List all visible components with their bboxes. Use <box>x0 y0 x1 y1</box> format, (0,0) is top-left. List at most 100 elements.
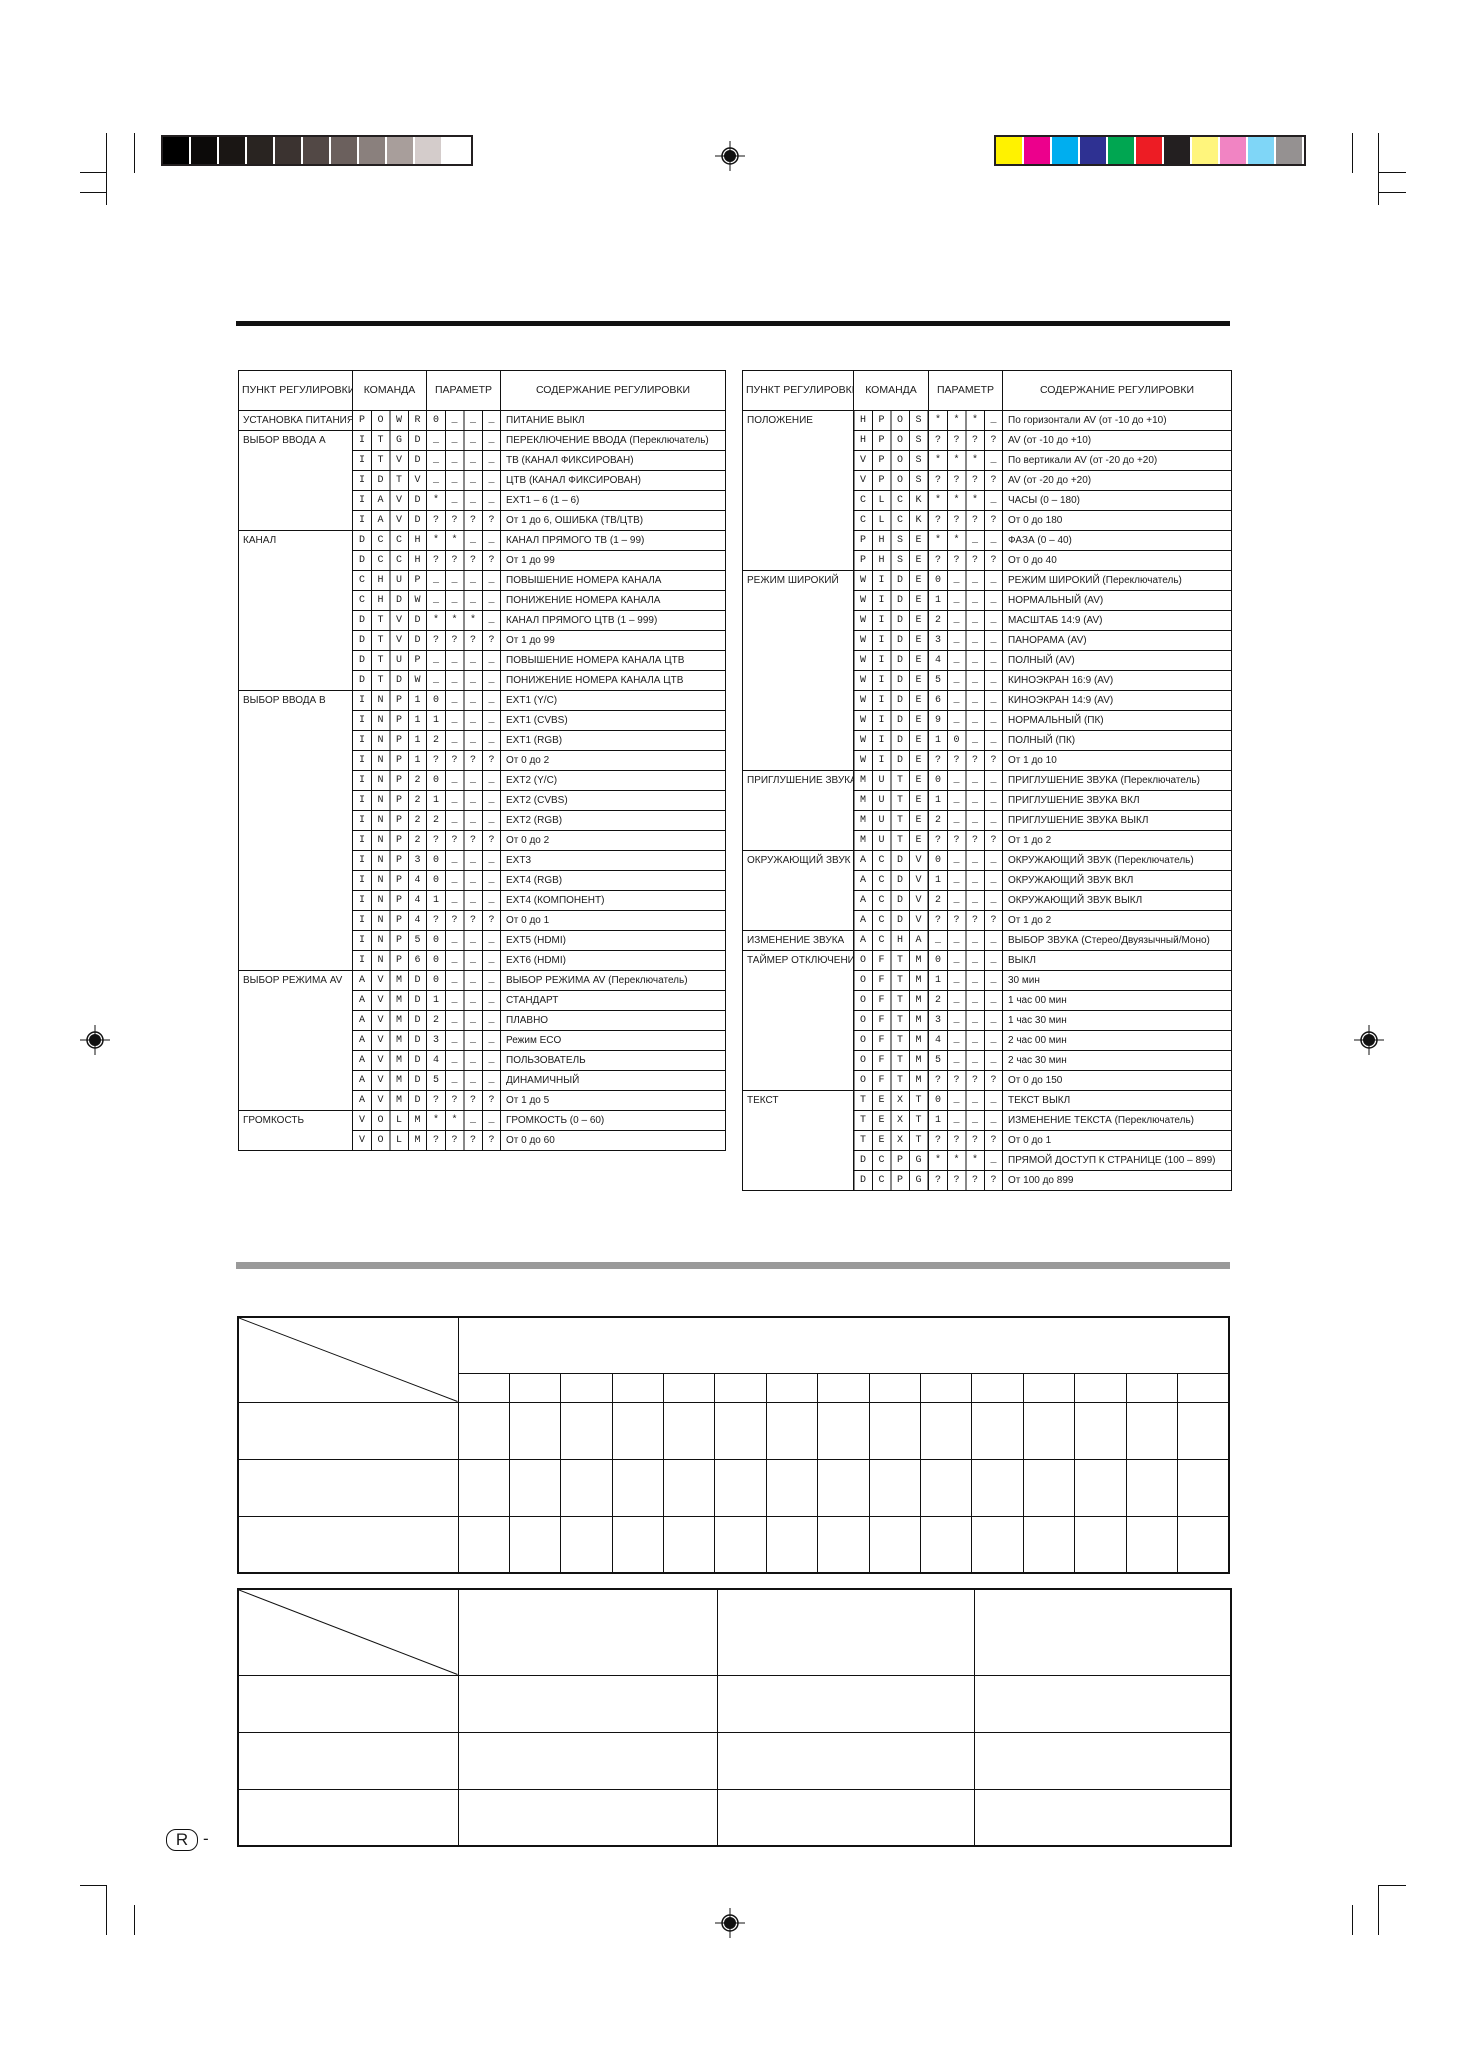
table-row: INP1 1___ EXT1 (CVBS) <box>239 710 726 731</box>
adjustment-content: EXT1 (CVBS) <box>500 710 726 731</box>
grid-cell <box>1022 1372 1076 1403</box>
command-code: ACDV <box>853 870 929 891</box>
adjustment-content: От 1 до 2 <box>1002 910 1232 931</box>
parameter-code: ???? <box>426 1090 501 1111</box>
table-row: ОКРУЖАЮЩИЙ ЗВУК ACDV 0___ ОКРУЖАЮЩИЙ ЗВУК (… <box>742 850 1232 931</box>
adjustment-content: ВЫКЛ <box>1002 950 1232 971</box>
table-row: VPOS???? AV (от -20 до +20) <box>743 470 1232 491</box>
command-code: DTDW <box>352 670 427 691</box>
table-row: OFTM 4___ 2 час 00 мин <box>743 1030 1232 1051</box>
table-row: КАНАЛ DCCH **__ КАНАЛ ПРЯМОГО ТВ (1 – 99) <box>238 530 726 691</box>
command-code: CLCK <box>853 490 929 511</box>
parameter-code: 1___ <box>928 870 1003 891</box>
grayscale-swatch <box>163 137 189 164</box>
grid-cell <box>1176 1515 1230 1574</box>
adjustment-content: От 0 до 40 <box>1002 550 1232 571</box>
adjustment-content: ОКРУЖАЮЩИЙ ЗВУК ВКЛ <box>1002 870 1232 891</box>
grid-cell <box>1022 1515 1076 1574</box>
color-swatch <box>1080 137 1106 164</box>
grid-row <box>237 1401 1230 1460</box>
adjustment-content: EXT6 (HDMI) <box>500 950 726 971</box>
grid-cell <box>237 1731 459 1790</box>
parameter-code: ***_ <box>426 610 501 631</box>
command-code: HPOS <box>853 410 929 431</box>
grid-cell <box>765 1401 819 1460</box>
adjustment-content: EXT2 (CVBS) <box>500 790 726 811</box>
parameter-code: 0___ <box>928 950 1003 971</box>
grid-cell <box>817 1401 870 1460</box>
command-code: DTUP <box>352 650 427 671</box>
parameter-code: ____ <box>426 570 501 591</box>
grid-cell <box>237 1515 459 1574</box>
command-code: MUTE <box>853 770 929 791</box>
grid-cell <box>716 1674 975 1733</box>
grid-cell <box>1125 1515 1178 1574</box>
table-row: ITVD ____ ТВ (КАНАЛ ФИКСИРОВАН) <box>239 450 726 471</box>
grid-cell <box>1125 1372 1178 1403</box>
grid-cell <box>716 1731 975 1790</box>
parameter-code: 0___ <box>928 570 1003 591</box>
parameter-code: 5___ <box>928 1050 1003 1071</box>
crop-mark <box>134 1905 135 1935</box>
adjustment-content: От 1 до 6, ОШИБКА (ТВ/ЦТВ) <box>500 510 726 531</box>
parameter-code: ???? <box>426 550 501 571</box>
adjustment-content: От 0 до 180 <box>1002 510 1232 531</box>
adjustment-content: От 1 до 5 <box>500 1090 726 1111</box>
command-code: IAVD <box>352 510 427 531</box>
adjustment-item: КАНАЛ <box>238 530 353 691</box>
command-code: OFTM <box>853 990 929 1011</box>
command-code: POWR <box>352 410 427 431</box>
color-swatch <box>1164 137 1190 164</box>
command-code: INP2 <box>352 830 427 851</box>
adjustment-content: От 1 до 10 <box>1002 750 1232 771</box>
parameter-code: ???? <box>928 510 1003 531</box>
grayscale-swatch <box>303 137 329 164</box>
crop-mark <box>80 172 106 173</box>
grayscale-swatch <box>219 137 245 164</box>
crop-mark <box>1378 1885 1379 1935</box>
adjustment-content: От 100 до 899 <box>1002 1170 1232 1191</box>
grayscale-swatch <box>443 137 469 164</box>
adjustment-content: ПЕРЕКЛЮЧЕНИЕ ВВОДА (Переключатель) <box>500 430 726 451</box>
table-row: TEXT 1___ ИЗМЕНЕНИЕ ТЕКСТА (Переключатель) <box>743 1110 1232 1131</box>
parameter-code: ???? <box>928 1170 1003 1191</box>
parameter-code: **__ <box>426 1110 501 1131</box>
table-row: INP1???? От 0 до 2 <box>239 750 726 771</box>
table-row: CHDW ____ ПОНИЖЕНИЕ НОМЕРА КАНАЛА <box>239 590 726 611</box>
parameter-code: 1___ <box>426 890 501 911</box>
grid-cell <box>971 1458 1024 1517</box>
adjustment-content: КАНАЛ ПРЯМОГО ЦТВ (1 – 999) <box>500 610 726 631</box>
parameter-code: ???? <box>426 1130 501 1151</box>
command-code: OFTM <box>853 950 929 971</box>
adjustment-content: Режим ECO <box>500 1030 726 1051</box>
table-row: WIDE 3___ ПАНОРАМА (AV) <box>743 630 1232 651</box>
table-row: PHSE **__ ФАЗА (0 – 40) <box>743 530 1232 551</box>
table-row: MUTE 1___ ПРИГЛУШЕНИЕ ЗВУКА ВКЛ <box>743 790 1232 811</box>
top-section-rule <box>236 321 1230 326</box>
table-row: INP2 1___ EXT2 (CVBS) <box>239 790 726 811</box>
table-row: INP5 0___ EXT5 (HDMI) <box>239 930 726 951</box>
adjustment-content: По горизонтали AV (от -10 до +10) <box>1002 410 1232 431</box>
empty-grid-table-2 <box>237 1588 1232 1847</box>
adjustment-content: ВЫБОР ЗВУКА (Стерео/Двуязычный/Моно) <box>1002 930 1232 951</box>
grid-cell <box>560 1372 613 1403</box>
command-code: INP4 <box>352 910 427 931</box>
adjustment-content: EXT1 (Y/C) <box>500 690 726 711</box>
adjustment-content: 1 час 00 мин <box>1002 990 1232 1011</box>
crop-mark <box>1378 172 1406 173</box>
adjustment-content: 2 час 00 мин <box>1002 1030 1232 1051</box>
parameter-code: 5___ <box>426 1070 501 1091</box>
parameter-code: 0___ <box>928 1090 1003 1111</box>
parameter-code: 2___ <box>426 810 501 831</box>
color-swatch <box>1136 137 1162 164</box>
grid-cell <box>714 1458 767 1517</box>
table-row: УСТАНОВКА ПИТАНИЯ POWR 0___ ПИТАНИЕ ВЫКЛ <box>238 410 726 431</box>
grid-cell <box>714 1401 767 1460</box>
adjustment-content: От 0 до 1 <box>500 910 726 931</box>
grid-cell <box>817 1515 870 1574</box>
parameter-code: 2___ <box>928 990 1003 1011</box>
command-code: CLCK <box>853 510 929 531</box>
grid-cell <box>973 1788 1232 1847</box>
empty-grid-table <box>237 1316 1230 1574</box>
parameter-code: 1___ <box>426 710 501 731</box>
